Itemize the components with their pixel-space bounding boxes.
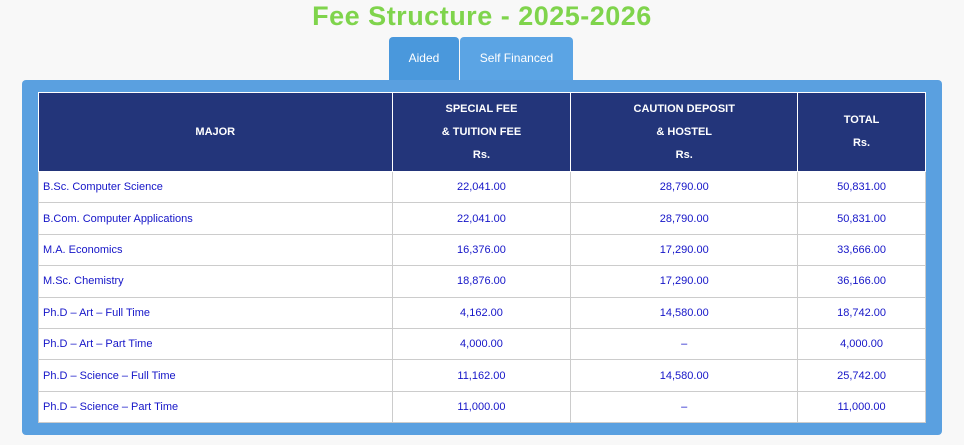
fee-table: MAJOR SPECIAL FEE & TUITION FEE Rs. CAUTION … [38,92,926,424]
fee-cell: 17,290.00 [570,233,799,267]
fee-cell: 11,162.00 [391,359,572,392]
fee-cell: 4,162.00 [391,296,572,329]
header-line: Rs. [675,148,693,161]
fee-cell: 33,666.00 [797,233,926,267]
fee-cell: – [570,390,799,424]
header-line: Rs. [852,137,871,149]
fee-cell: 11,000.00 [797,390,926,424]
table-row: Ph.D – Art – Full Time 4,162.00 14,580.00 1… [38,296,926,329]
major-cell: Ph.D – Art – Full Time [38,296,393,329]
header-line: TOTAL [843,114,880,126]
table-row: M.Sc. Chemistry 18,876.00 17,290.00 36,166.… [38,265,926,298]
fee-cell: 14,580.00 [570,296,799,329]
page-title: Fee Structure - 2025-2026 [312,1,652,31]
major-cell: B.Com. Computer Applications [38,202,393,235]
table-body: B.Sc. Computer Science 22,041.00 28,790.00… [38,170,926,424]
column-header: SPECIAL FEE & TUITION FEE Rs. [391,92,572,172]
fee-cell: 18,742.00 [797,296,926,329]
header-line: & HOSTEL [656,125,713,138]
header-line: & TUITION FEE [441,125,522,138]
fee-cell: 14,580.00 [570,359,799,392]
fee-cell: 36,166.00 [797,265,926,298]
header-line: SPECIAL FEE [445,102,518,115]
major-cell: M.Sc. Chemistry [38,265,393,298]
major-cell: Ph.D – Art – Part Time [38,327,393,361]
column-header: TOTAL Rs. [797,92,926,172]
table-row: M.A. Economics 16,376.00 17,290.00 33,666.0… [38,233,926,267]
fee-cell: 25,742.00 [797,359,926,392]
table-row: B.Com. Computer Applications 22,041.00 28,… [38,202,926,235]
major-cell: Ph.D – Science – Part Time [38,390,393,424]
fee-cell: 4,000.00 [391,327,572,361]
fee-cell: 28,790.00 [570,202,799,235]
fee-cell: 50,831.00 [797,202,926,235]
major-cell: B.Sc. Computer Science [38,170,393,204]
column-header: MAJOR [38,92,393,172]
fee-cell: 17,290.00 [570,265,799,298]
header-line: CAUTION DEPOSIT [633,102,735,115]
table-row: Ph.D – Art – Part Time 4,000.00–4,000.00 [38,327,926,361]
table-row: Ph.D – Science – Part Time 11,000.00–11,0… [38,390,926,424]
fee-cell: 11,000.00 [391,390,572,424]
major-cell: M.A. Economics [38,233,393,267]
tab[interactable]: Aided [389,37,459,80]
table-row: Ph.D – Science – Full Time 11,162.00 14,58… [38,359,926,392]
table-row: B.Sc. Computer Science 22,041.00 28,790.00… [38,170,926,204]
fee-cell: 4,000.00 [797,327,926,361]
fee-cell: 22,041.00 [391,170,572,204]
header-line: MAJOR [195,125,236,138]
major-cell: Ph.D – Science – Full Time [38,359,393,392]
header-row: MAJOR SPECIAL FEE & TUITION FEE Rs. CAUTION … [38,92,926,172]
tab[interactable]: Self Financed [460,37,573,80]
fee-cell: 18,876.00 [391,265,572,298]
fee-cell: – [570,327,799,361]
column-header: CAUTION DEPOSIT & HOSTEL Rs. [570,92,799,172]
fee-cell: 50,831.00 [797,170,926,204]
fee-cell: 28,790.00 [570,170,799,204]
header-line: Rs. [472,148,491,161]
fee-cell: 22,041.00 [391,202,572,235]
panel: MAJOR SPECIAL FEE & TUITION FEE Rs. CAUTION … [22,80,942,435]
fee-cell: 16,376.00 [391,233,572,267]
